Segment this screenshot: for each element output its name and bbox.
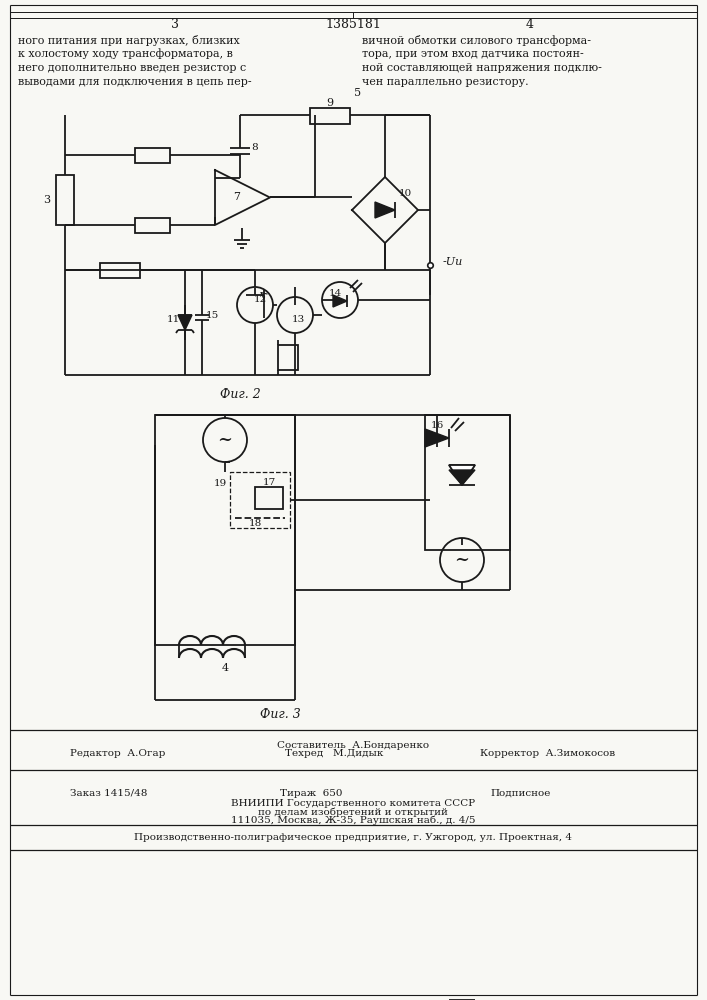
Bar bbox=[135, 148, 170, 163]
Text: тора, при этом вход датчика постоян-: тора, при этом вход датчика постоян- bbox=[362, 49, 584, 59]
Text: него дополнительно введен резистор с: него дополнительно введен резистор с bbox=[18, 63, 246, 73]
Text: 7: 7 bbox=[233, 192, 240, 202]
Text: 9: 9 bbox=[327, 98, 334, 108]
Text: Подписное: Подписное bbox=[490, 788, 550, 798]
Text: Редактор  А.Огар: Редактор А.Огар bbox=[70, 748, 165, 758]
Text: Производственно-полиграфическое предприятие, г. Ужгород, ул. Проектная, 4: Производственно-полиграфическое предприя… bbox=[134, 834, 572, 842]
Text: 5: 5 bbox=[354, 88, 361, 98]
Text: 11: 11 bbox=[166, 316, 180, 324]
Text: вичной обмотки силового трансформа-: вичной обмотки силового трансформа- bbox=[362, 34, 591, 45]
Text: ного питания при нагрузках, близких: ного питания при нагрузках, близких bbox=[18, 34, 240, 45]
Text: 13: 13 bbox=[291, 316, 305, 324]
Text: 3: 3 bbox=[43, 195, 51, 205]
Polygon shape bbox=[449, 470, 475, 485]
Text: 15: 15 bbox=[205, 310, 218, 320]
Polygon shape bbox=[375, 202, 395, 218]
Text: 14: 14 bbox=[328, 288, 341, 298]
Polygon shape bbox=[449, 465, 475, 485]
Text: 3: 3 bbox=[171, 17, 179, 30]
Text: 18: 18 bbox=[248, 520, 262, 528]
Bar bbox=[425, 415, 510, 550]
Polygon shape bbox=[333, 295, 347, 307]
Text: 10: 10 bbox=[398, 188, 411, 198]
Text: ~: ~ bbox=[218, 431, 233, 449]
Text: ~: ~ bbox=[455, 551, 469, 569]
Text: ной составляющей напряжения подклю-: ной составляющей напряжения подклю- bbox=[362, 63, 602, 73]
Text: 19: 19 bbox=[214, 480, 227, 488]
Text: к холостому ходу трансформатора, в: к холостому ходу трансформатора, в bbox=[18, 49, 233, 59]
Text: выводами для подключения в цепь пер-: выводами для подключения в цепь пер- bbox=[18, 77, 252, 87]
Bar bbox=[230, 472, 290, 528]
Bar bbox=[135, 218, 170, 233]
Bar bbox=[255, 487, 283, 509]
Bar bbox=[155, 415, 295, 645]
Polygon shape bbox=[425, 429, 449, 447]
Text: Техред   М.Дидык: Техред М.Дидык bbox=[285, 748, 383, 758]
Bar bbox=[56, 175, 74, 225]
Text: 8: 8 bbox=[252, 143, 258, 152]
Text: 4: 4 bbox=[526, 17, 534, 30]
Bar bbox=[100, 263, 140, 278]
Text: Фиг. 2: Фиг. 2 bbox=[220, 388, 260, 401]
Polygon shape bbox=[178, 315, 192, 330]
Text: 12: 12 bbox=[253, 296, 267, 304]
Bar bbox=[278, 345, 298, 370]
Text: по делам изобретений и открытий: по делам изобретений и открытий bbox=[258, 807, 448, 817]
Text: 111035, Москва, Ж-35, Раушская наб., д. 4/5: 111035, Москва, Ж-35, Раушская наб., д. … bbox=[230, 815, 475, 825]
Text: Тираж  650: Тираж 650 bbox=[280, 788, 342, 798]
Text: 1385181: 1385181 bbox=[325, 17, 381, 30]
Text: -Uи: -Uи bbox=[443, 257, 463, 267]
Text: Корректор  А.Зимокосов: Корректор А.Зимокосов bbox=[480, 748, 615, 758]
Text: 16: 16 bbox=[431, 420, 443, 430]
Text: Фиг. 3: Фиг. 3 bbox=[259, 708, 300, 722]
Text: чен параллельно резистору.: чен параллельно резистору. bbox=[362, 77, 529, 87]
Bar bbox=[310, 108, 350, 124]
Text: 4: 4 bbox=[221, 663, 228, 673]
Polygon shape bbox=[449, 465, 475, 485]
Text: ВНИИПИ Государственного комитета СССР: ВНИИПИ Государственного комитета СССР bbox=[231, 798, 475, 808]
Text: Заказ 1415/48: Заказ 1415/48 bbox=[70, 788, 147, 798]
Text: Составитель  А.Бондаренко: Составитель А.Бондаренко bbox=[277, 740, 429, 750]
Text: 17: 17 bbox=[262, 478, 276, 487]
